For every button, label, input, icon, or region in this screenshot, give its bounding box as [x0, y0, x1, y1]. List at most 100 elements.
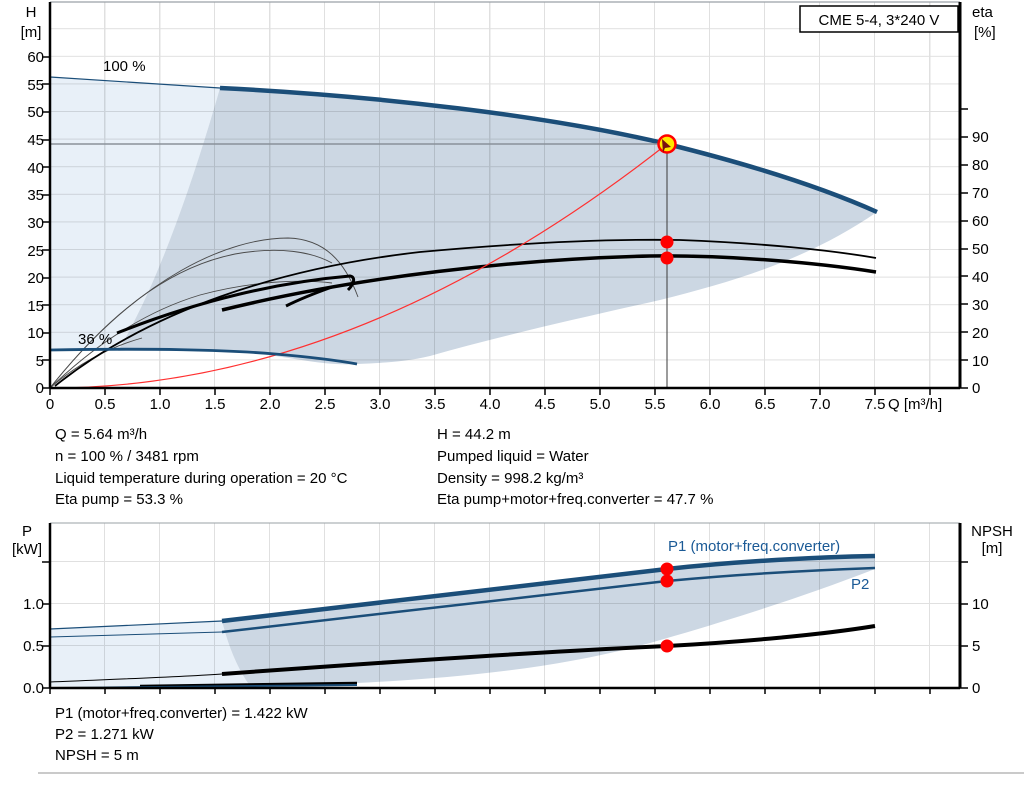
eta-total-marker	[660, 251, 674, 265]
p2-marker	[660, 574, 674, 588]
h-axis-ticks	[42, 56, 50, 389]
p2-curve-label: P2	[851, 576, 869, 593]
eta-total-curve	[221, 254, 877, 312]
info-q: Q = 5.64 m³/h	[55, 426, 147, 443]
hq-chart: H [m] eta [%] Q [m³/h] 0 0.5 1.0 1.5 2.0…	[21, 1, 996, 413]
q-tick: 6.0	[700, 396, 721, 413]
bottom-q-axis-ticks	[49, 688, 931, 694]
q-tick: 5.0	[590, 396, 611, 413]
eta-axis-title: eta	[972, 4, 994, 21]
info-npsh: NPSH = 5 m	[55, 747, 139, 764]
duty-data-text: Q = 5.64 m³/h n = 100 % / 3481 rpm Liqui…	[55, 426, 713, 508]
q-tick: 7.5	[865, 396, 886, 413]
q-axis-ticks	[49, 388, 931, 395]
info-p2: P2 = 1.271 kW	[55, 726, 155, 743]
p2-curve-extension	[49, 631, 223, 638]
info-p1: P1 (motor+freq.converter) = 1.422 kW	[55, 705, 308, 722]
npsh-curve	[221, 624, 876, 676]
h-tick: 20	[27, 270, 44, 287]
npsh-tick: 0	[972, 680, 980, 697]
pump-curve-100pct-extension	[49, 76, 221, 89]
npsh-tick: 10	[972, 596, 989, 613]
q-axis-unit: Q [m³/h]	[888, 396, 942, 413]
pump-curve-100pct	[219, 85, 878, 215]
q-tick: 7.0	[810, 396, 831, 413]
eta-axis-unit: [%]	[974, 24, 996, 41]
q-tick-labels: 0 0.5 1.0 1.5 2.0 2.5 3.0 3.5 4.0 4.5 5.…	[46, 396, 886, 413]
q-tick: 4.0	[480, 396, 501, 413]
npsh-axis-unit: [m]	[982, 540, 1003, 557]
eta-axis-ticks	[960, 108, 968, 389]
info-eta-pump: Eta pump = 53.3 %	[55, 491, 183, 508]
p-tick: 0.5	[23, 638, 44, 655]
eta-tick: 10	[972, 353, 989, 370]
eta-curve-cluster-1	[116, 274, 356, 335]
q-tick: 0	[46, 396, 54, 413]
h-axis-title: H	[26, 4, 37, 21]
npsh-axis-title: NPSH	[971, 523, 1013, 540]
system-curve	[49, 143, 668, 389]
eta-tick-labels: 0 10 20 30 40 50 60 70 80 90	[972, 129, 989, 397]
p1-curve-extension	[49, 620, 223, 630]
h-tick: 10	[27, 325, 44, 342]
p-tick-labels: 0.0 0.5 1.0	[23, 596, 44, 697]
h-tick: 5	[36, 353, 44, 370]
h-tick: 30	[27, 215, 44, 232]
eta-arc-reduced-speed-2	[49, 249, 333, 389]
grid-bottom	[50, 523, 960, 688]
info-eta-total: Eta pump+motor+freq.converter = 47.7 %	[437, 491, 713, 508]
h-tick-labels: 0 5 10 15 20 25 30 35 40 45 50 55 60	[27, 49, 44, 397]
q-tick: 2.5	[315, 396, 336, 413]
q-tick: 1.5	[205, 396, 226, 413]
npsh-tick: 5	[972, 638, 980, 655]
npsh-curve-extension	[49, 673, 223, 683]
h-tick: 55	[27, 77, 44, 94]
p-axis-unit: [kW]	[12, 541, 42, 558]
eta-tick: 0	[972, 380, 980, 397]
info-speed: n = 100 % / 3481 rpm	[55, 448, 199, 465]
h-tick: 50	[27, 104, 44, 121]
h-tick: 45	[27, 132, 44, 149]
q-tick: 0.5	[95, 396, 116, 413]
npsh-min-speed-curve	[139, 681, 358, 688]
eta-tick: 80	[972, 157, 989, 174]
p-axis-title: P	[22, 523, 32, 540]
eta-pump-marker	[660, 235, 674, 249]
info-liquid-temp: Liquid temperature during operation = 20…	[55, 470, 348, 487]
power-npsh-chart: P [kW] NPSH [m] 0.0 0.5 1.0 0 5 10 P1 (m…	[12, 522, 1013, 697]
p1-curve-label: P1 (motor+freq.converter)	[668, 538, 840, 555]
pump-title-box	[799, 5, 959, 33]
eta-tick: 60	[972, 213, 989, 230]
pump-curve-36pct	[49, 347, 358, 366]
h-tick: 40	[27, 160, 44, 177]
h-axis-unit: [m]	[21, 24, 42, 41]
speed-36-label: 36 %	[78, 331, 112, 348]
q-tick: 5.5	[645, 396, 666, 413]
power-data-text: P1 (motor+freq.converter) = 1.422 kW P2 …	[55, 705, 308, 764]
eta-tick: 20	[972, 325, 989, 342]
h-tick: 60	[27, 49, 44, 66]
pump-title: CME 5-4, 3*240 V	[819, 12, 940, 29]
p1-curve	[221, 553, 876, 624]
h-tick: 15	[27, 298, 44, 315]
h-tick: 0	[36, 380, 44, 397]
h-tick: 25	[27, 243, 44, 260]
grid-top	[50, 2, 960, 388]
duty-point-cursor-icon	[662, 139, 671, 153]
speed-100-label: 100 %	[103, 58, 146, 75]
q-tick: 3.0	[370, 396, 391, 413]
eta-tick: 30	[972, 297, 989, 314]
info-h: H = 44.2 m	[437, 426, 511, 443]
eta-tick: 40	[972, 269, 989, 286]
eta-tick: 50	[972, 241, 989, 258]
eta-curve-cluster-2	[285, 285, 333, 308]
p1-marker	[660, 562, 674, 576]
q-tick: 6.5	[755, 396, 776, 413]
npsh-tick-labels: 0 5 10	[972, 596, 989, 697]
p-tick: 1.0	[23, 596, 44, 613]
eta-tick: 70	[972, 185, 989, 202]
p-axis-ticks	[42, 561, 50, 689]
p2-curve	[221, 566, 876, 634]
